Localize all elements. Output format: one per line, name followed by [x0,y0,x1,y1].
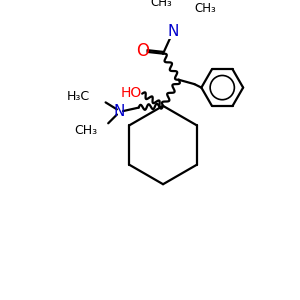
Text: CH₃: CH₃ [195,2,217,15]
Text: CH₃: CH₃ [74,124,97,137]
Text: CH₃: CH₃ [150,0,172,9]
Text: O: O [136,42,149,60]
Text: HO: HO [121,86,142,100]
Text: N: N [114,104,125,119]
Text: N: N [168,23,179,38]
Text: H₃C: H₃C [67,90,90,103]
